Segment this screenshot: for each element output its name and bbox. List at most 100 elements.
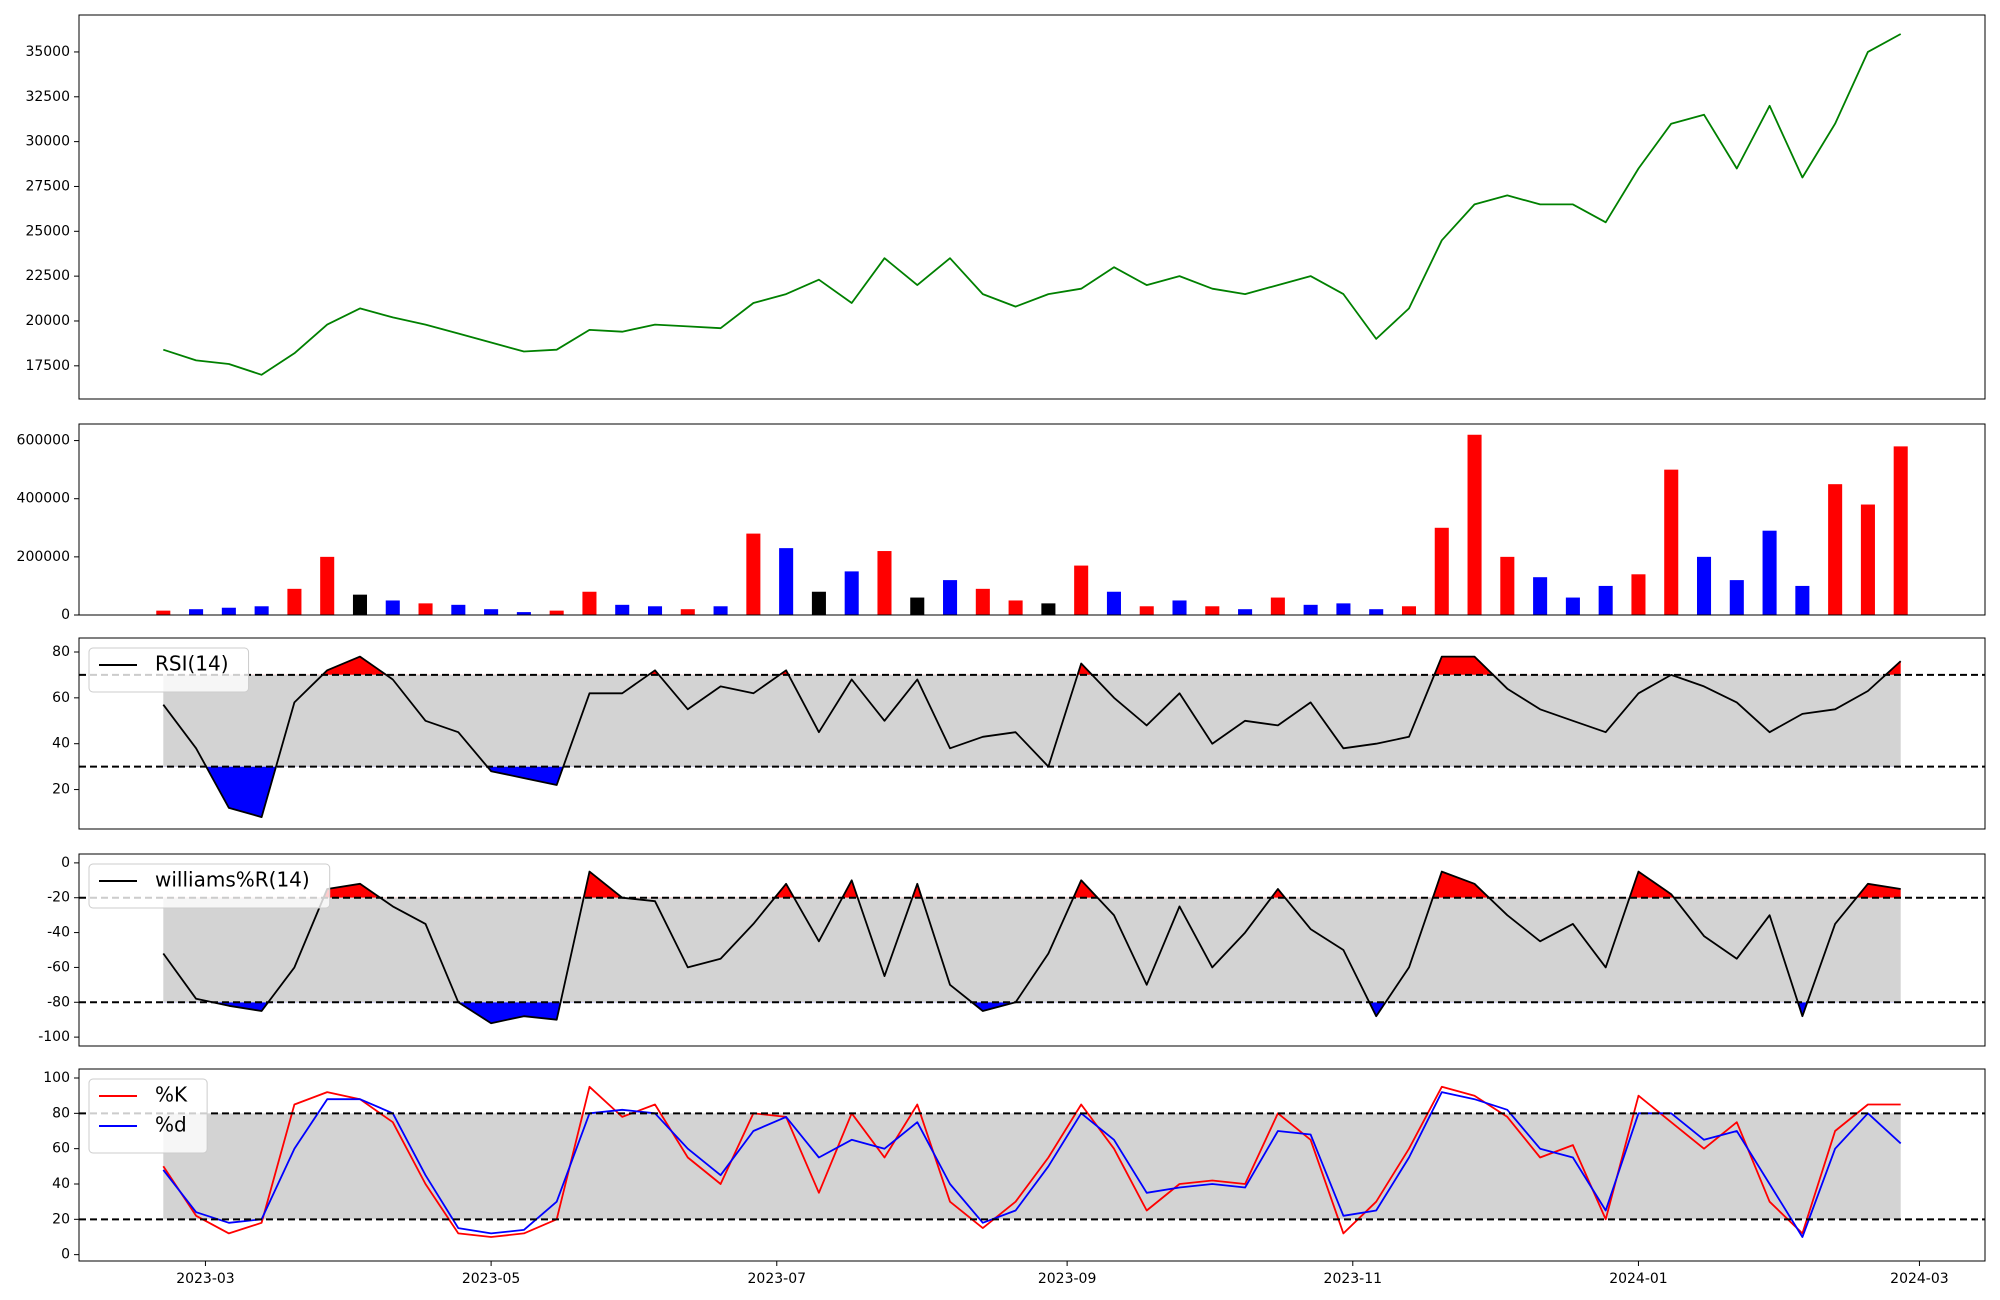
volume-bar [1074,565,1089,615]
y-tick-label: 32500 [25,89,70,105]
volume-bar [975,588,990,615]
volume-bar [1664,469,1679,615]
y-tick-label: 35000 [25,44,70,60]
y-tick-label: 22500 [25,268,70,284]
y-tick-label: 60 [52,690,70,706]
volume-bar [1795,585,1810,615]
over-fill [163,871,1901,898]
volume-bar [1893,446,1908,615]
y-tick-label: 100 [43,1070,70,1086]
series-line [162,1091,1902,1238]
volume-bar [287,588,302,615]
volume-bar [156,610,171,615]
legend-box [88,863,331,909]
frame [78,423,1986,616]
y-tick-label: 0 [61,1247,70,1263]
volume-bar [320,556,335,615]
volume-bar [1336,603,1351,615]
y-tick-label: 20 [52,1211,70,1227]
volume-bar [779,548,794,615]
panel: 0 200000 400000 600000 [17,423,1986,623]
frame [78,853,1986,1047]
band [163,1113,1901,1220]
panel: -100 -80 -60 -40 -20 0 williams%R(14) [38,853,1986,1047]
volume-bar [385,600,400,615]
x-tick-label: 2023-11 [1324,1271,1383,1287]
y-tick-label: 40 [52,736,70,752]
series-line [162,870,1901,1025]
series-line [162,1085,1901,1238]
volume-bar [811,591,826,615]
volume-bar [1467,434,1482,615]
volume-bar [680,609,695,615]
y-tick-label: 200000 [17,549,70,565]
legend-label: %K [155,1083,188,1107]
y-tick-label: 0 [61,855,70,871]
volume-bar [1860,504,1875,615]
x-tick-label: 2024-03 [1890,1271,1949,1287]
y-tick-label: 600000 [17,433,70,449]
volume-bar [484,609,499,615]
y-tick-label: 17500 [25,358,70,374]
volume-bar [1172,600,1187,615]
volume-bar [1205,606,1220,615]
y-tick-label: 60 [52,1141,70,1157]
frame [78,1068,1986,1262]
y-tick-label: 27500 [25,178,70,194]
volume-bar [844,571,859,615]
volume-bar [189,609,204,615]
volume-bar [1369,609,1384,615]
volume-bar [451,604,466,615]
y-tick-label: 30000 [25,134,70,150]
volume-bar [877,551,892,615]
panel: 20 40 60 80 RSI(14) [52,637,1986,830]
volume-bar [418,603,433,615]
volume-bar [1729,580,1744,615]
volume-bar [1041,603,1056,615]
volume-bar [1270,597,1285,615]
volume-bar [1533,577,1548,615]
y-tick-label: -60 [47,959,70,975]
series-line [162,655,1902,818]
y-tick-label: 0 [61,607,70,623]
y-tick-label: 20 [52,782,70,798]
y-tick-label: 80 [52,644,70,660]
legend-box [88,1078,208,1154]
volume-bar [1598,585,1613,615]
legend-label: RSI(14) [155,652,229,676]
volume-bar [1500,556,1515,615]
volume-bar [1139,606,1154,615]
legend-label: %d [155,1113,187,1137]
x-tick-label: 2023-07 [748,1271,807,1287]
y-tick-label: -40 [47,925,70,941]
volume-bar [1762,530,1777,615]
volume-bar [549,610,564,615]
volume-bar [1828,484,1843,615]
volume-bar [615,604,630,615]
volume-bar [647,606,663,615]
legend: %K %d [88,1078,208,1154]
panel: 17500 20000 22500 25000 27500 30000 32500 35000 [25,14,1986,400]
y-tick-label: 20000 [25,313,70,329]
x-tick-label: 2023-05 [462,1271,521,1287]
volume-bar [1631,574,1646,615]
volume-bar [1238,609,1253,615]
volume-bar [1008,600,1023,615]
volume-bar [1565,597,1580,615]
x-tick-label: 2023-03 [176,1271,235,1287]
volume-bar [1303,604,1318,615]
volume-bar [1106,591,1121,615]
y-tick-label: 25000 [25,223,70,239]
panel: 0 20 40 60 80 100 %K %d 2023-03 2023-05 2023-07 202… [43,1068,1986,1287]
volume-bar [910,597,925,615]
y-tick-label: -100 [38,1029,70,1045]
over-fill [163,656,1901,675]
volume-bar [516,612,531,615]
frame [78,637,1986,830]
volume-bar [1696,556,1712,615]
legend-label: williams%R(14) [155,868,310,892]
series-line [163,33,1902,376]
volume-bar [1434,527,1449,615]
y-tick-label: 400000 [17,491,70,507]
